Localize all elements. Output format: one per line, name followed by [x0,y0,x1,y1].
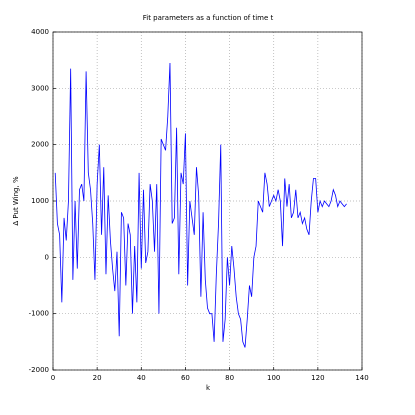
y-tick-label: 2000 [31,141,49,149]
y-tick-label: 3000 [31,84,49,92]
y-tick-label: -1000 [29,310,49,318]
x-tick-label: 20 [93,374,102,382]
y-tick-label: 0 [45,253,49,261]
y-tick-label: 4000 [31,28,49,36]
x-tick-label: 120 [311,374,324,382]
plot-frame [52,31,363,371]
x-axis-label: k [206,384,211,392]
y-tick-label: -2000 [29,366,49,374]
chart-title: Fit parameters as a function of time t [143,14,274,22]
x-tick-label: 100 [267,374,280,382]
x-tick-label: 60 [181,374,190,382]
data-line [54,62,347,348]
x-tick-label: 40 [137,374,146,382]
x-tick-label: 0 [51,374,55,382]
x-tick-label: 140 [355,374,368,382]
y-axis-label: Δ Put Wing, % [12,176,20,226]
x-tick-label: 80 [225,374,234,382]
y-tick-label: 1000 [31,197,49,205]
